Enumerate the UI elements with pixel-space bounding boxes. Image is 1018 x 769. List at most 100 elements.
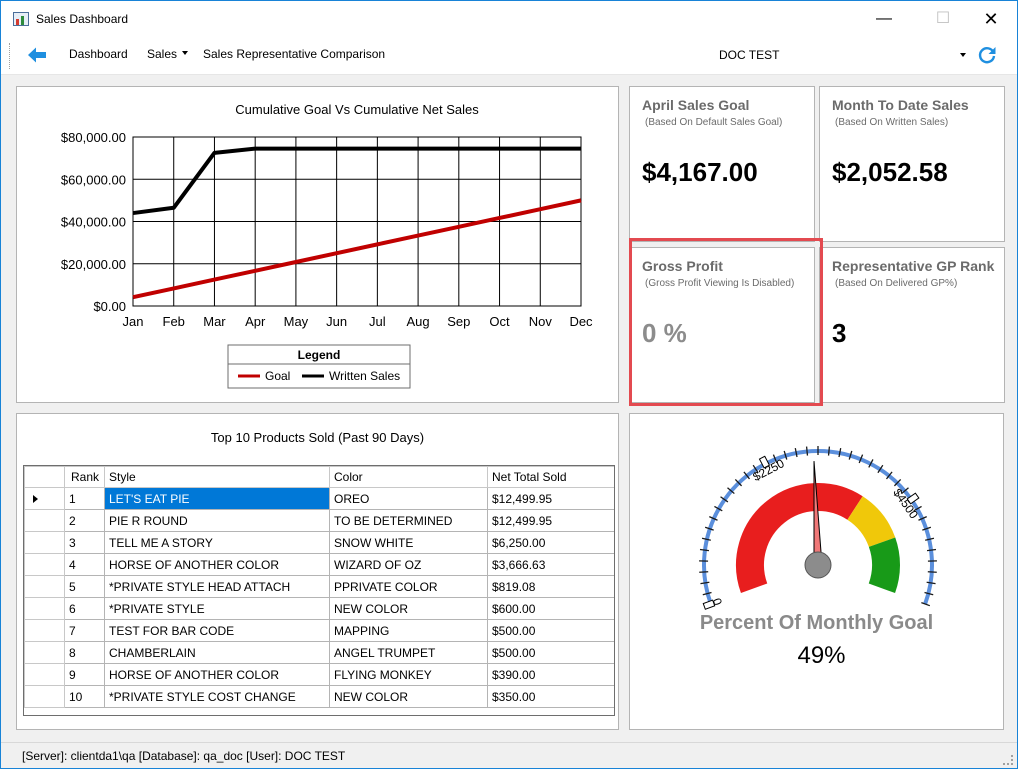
- y-tick-label: $60,000.00: [61, 172, 126, 187]
- back-arrow-icon: [28, 47, 46, 63]
- title-bar: Sales Dashboard — ☐ ✕: [1, 1, 1017, 37]
- cell-net-total-sold[interactable]: $350.00: [487, 685, 614, 708]
- month-to-date-sales-card: Month To Date Sales (Based On Written Sa…: [819, 86, 1005, 242]
- row-header[interactable]: [24, 531, 65, 554]
- cell-net-total-sold[interactable]: $390.00: [487, 663, 614, 686]
- refresh-icon: [978, 47, 996, 64]
- column-header-style[interactable]: Style: [104, 466, 330, 488]
- cell-style[interactable]: *PRIVATE STYLE HEAD ATTACH: [104, 575, 330, 598]
- row-header[interactable]: [24, 619, 65, 642]
- card-subtitle: (Based On Delivered GP%): [835, 278, 958, 289]
- cell-style[interactable]: HORSE OF ANOTHER COLOR: [104, 663, 330, 686]
- cell-color[interactable]: OREO: [329, 487, 488, 510]
- status-bar: [Server]: clientda1\qa [Database]: qa_do…: [1, 742, 1017, 768]
- cell-color[interactable]: ANGEL TRUMPET: [329, 641, 488, 664]
- cell-color[interactable]: NEW COLOR: [329, 597, 488, 620]
- cell-rank[interactable]: 6: [64, 597, 105, 620]
- cell-rank[interactable]: 8: [64, 641, 105, 664]
- refresh-button[interactable]: [976, 44, 998, 66]
- close-button[interactable]: ✕: [983, 9, 999, 29]
- cell-net-total-sold[interactable]: $6,250.00: [487, 531, 614, 554]
- row-header[interactable]: [24, 685, 65, 708]
- cell-net-total-sold[interactable]: $12,499.95: [487, 509, 614, 532]
- table-row[interactable]: 8 CHAMBERLAIN ANGEL TRUMPET $500.00: [24, 641, 614, 664]
- cell-color[interactable]: FLYING MONKEY: [329, 663, 488, 686]
- back-button[interactable]: [25, 44, 49, 66]
- cell-rank[interactable]: 9: [64, 663, 105, 686]
- top-products-grid[interactable]: Rank Style Color Net Total Sold 1 LET'S E…: [23, 465, 615, 716]
- row-header[interactable]: [24, 641, 65, 664]
- doc-select[interactable]: DOC TEST: [714, 44, 970, 66]
- breadcrumb-dashboard[interactable]: Dashboard: [69, 47, 128, 61]
- column-header-color[interactable]: Color: [329, 466, 488, 488]
- cell-rank[interactable]: 7: [64, 619, 105, 642]
- x-tick-label: Oct: [489, 314, 510, 329]
- breadcrumb-rep-comparison[interactable]: Sales Representative Comparison: [203, 47, 386, 61]
- cell-net-total-sold[interactable]: $500.00: [487, 619, 614, 642]
- table-row[interactable]: 4 HORSE OF ANOTHER COLOR WIZARD OF OZ $3,66…: [24, 553, 614, 576]
- cell-color[interactable]: MAPPING: [329, 619, 488, 642]
- row-header[interactable]: [24, 509, 65, 532]
- window-title: Sales Dashboard: [36, 12, 129, 26]
- gauge-tick: [922, 526, 932, 531]
- cell-net-total-sold[interactable]: $12,499.95: [487, 487, 614, 510]
- cell-color[interactable]: SNOW WHITE: [329, 531, 488, 554]
- gauge-tick: [743, 471, 751, 480]
- row-header[interactable]: [24, 553, 65, 576]
- row-header-corner[interactable]: [24, 466, 65, 488]
- cell-color[interactable]: TO BE DETERMINED: [329, 509, 488, 532]
- cell-color[interactable]: NEW COLOR: [329, 685, 488, 708]
- cell-style[interactable]: PIE R ROUND: [104, 509, 330, 532]
- cell-color[interactable]: PPRIVATE COLOR: [329, 575, 488, 598]
- cell-style[interactable]: TELL ME A STORY: [104, 531, 330, 554]
- cell-style[interactable]: *PRIVATE STYLE: [104, 597, 330, 620]
- table-row[interactable]: 9 HORSE OF ANOTHER COLOR FLYING MONKEY $390…: [24, 663, 614, 686]
- top-products-title: Top 10 Products Sold (Past 90 Days): [210, 430, 425, 445]
- toolbar: Dashboard Sales Sales Representative Com…: [1, 37, 1017, 75]
- cell-style[interactable]: CHAMBERLAIN: [104, 641, 330, 664]
- sales-menu[interactable]: Sales: [147, 47, 178, 61]
- cell-rank[interactable]: 5: [64, 575, 105, 598]
- gauge-tick: [699, 548, 710, 552]
- column-header-net-total-sold[interactable]: Net Total Sold: [487, 466, 614, 488]
- table-row[interactable]: 1 LET'S EAT PIE OREO $12,499.95: [24, 487, 614, 510]
- cell-net-total-sold[interactable]: $819.08: [487, 575, 614, 598]
- cell-rank[interactable]: 10: [64, 685, 105, 708]
- gauge-tick: [918, 516, 927, 521]
- maximize-button[interactable]: ☐: [935, 10, 951, 27]
- cell-style[interactable]: HORSE OF ANOTHER COLOR: [104, 553, 330, 576]
- cell-net-total-sold[interactable]: $600.00: [487, 597, 614, 620]
- x-tick-label: Mar: [203, 314, 226, 329]
- row-header[interactable]: [24, 487, 65, 510]
- x-tick-label: Aug: [407, 314, 430, 329]
- table-row[interactable]: 7 TEST FOR BAR CODE MAPPING $500.00: [24, 619, 614, 642]
- cell-net-total-sold[interactable]: $3,666.63: [487, 553, 614, 576]
- gauge-major-marker: [906, 492, 920, 505]
- row-header[interactable]: [24, 663, 65, 686]
- sales-dropdown-arrow-icon[interactable]: [182, 51, 188, 55]
- cell-rank[interactable]: 1: [64, 487, 105, 510]
- column-header-rank[interactable]: Rank: [64, 466, 105, 488]
- cell-rank[interactable]: 3: [64, 531, 105, 554]
- row-header[interactable]: [24, 597, 65, 620]
- gauge-tick: [752, 464, 759, 474]
- table-row[interactable]: 3 TELL ME A STORY SNOW WHITE $6,250.00: [24, 531, 614, 554]
- minimize-button[interactable]: —: [876, 10, 892, 27]
- resize-grip[interactable]: [1003, 755, 1013, 765]
- row-header[interactable]: [24, 575, 65, 598]
- cell-style[interactable]: LET'S EAT PIE: [104, 487, 330, 510]
- table-row[interactable]: 6 *PRIVATE STYLE NEW COLOR $600.00: [24, 597, 614, 620]
- table-row[interactable]: 2 PIE R ROUND TO BE DETERMINED $12,499.95: [24, 509, 614, 532]
- card-value: $2,052.58: [832, 157, 948, 187]
- gauge-tick: [805, 446, 809, 456]
- cell-rank[interactable]: 2: [64, 509, 105, 532]
- cell-net-total-sold[interactable]: $500.00: [487, 641, 614, 664]
- legend-label: Goal: [265, 369, 290, 383]
- cell-style[interactable]: *PRIVATE STYLE COST CHANGE: [104, 685, 330, 708]
- table-row[interactable]: 10 *PRIVATE STYLE COST CHANGE NEW COLOR $35…: [24, 685, 614, 708]
- table-row[interactable]: 5 *PRIVATE STYLE HEAD ATTACH PPRIVATE COLO…: [24, 575, 614, 598]
- gauge-tick: [772, 454, 778, 464]
- cell-color[interactable]: WIZARD OF OZ: [329, 553, 488, 576]
- cell-style[interactable]: TEST FOR BAR CODE: [104, 619, 330, 642]
- cell-rank[interactable]: 4: [64, 553, 105, 576]
